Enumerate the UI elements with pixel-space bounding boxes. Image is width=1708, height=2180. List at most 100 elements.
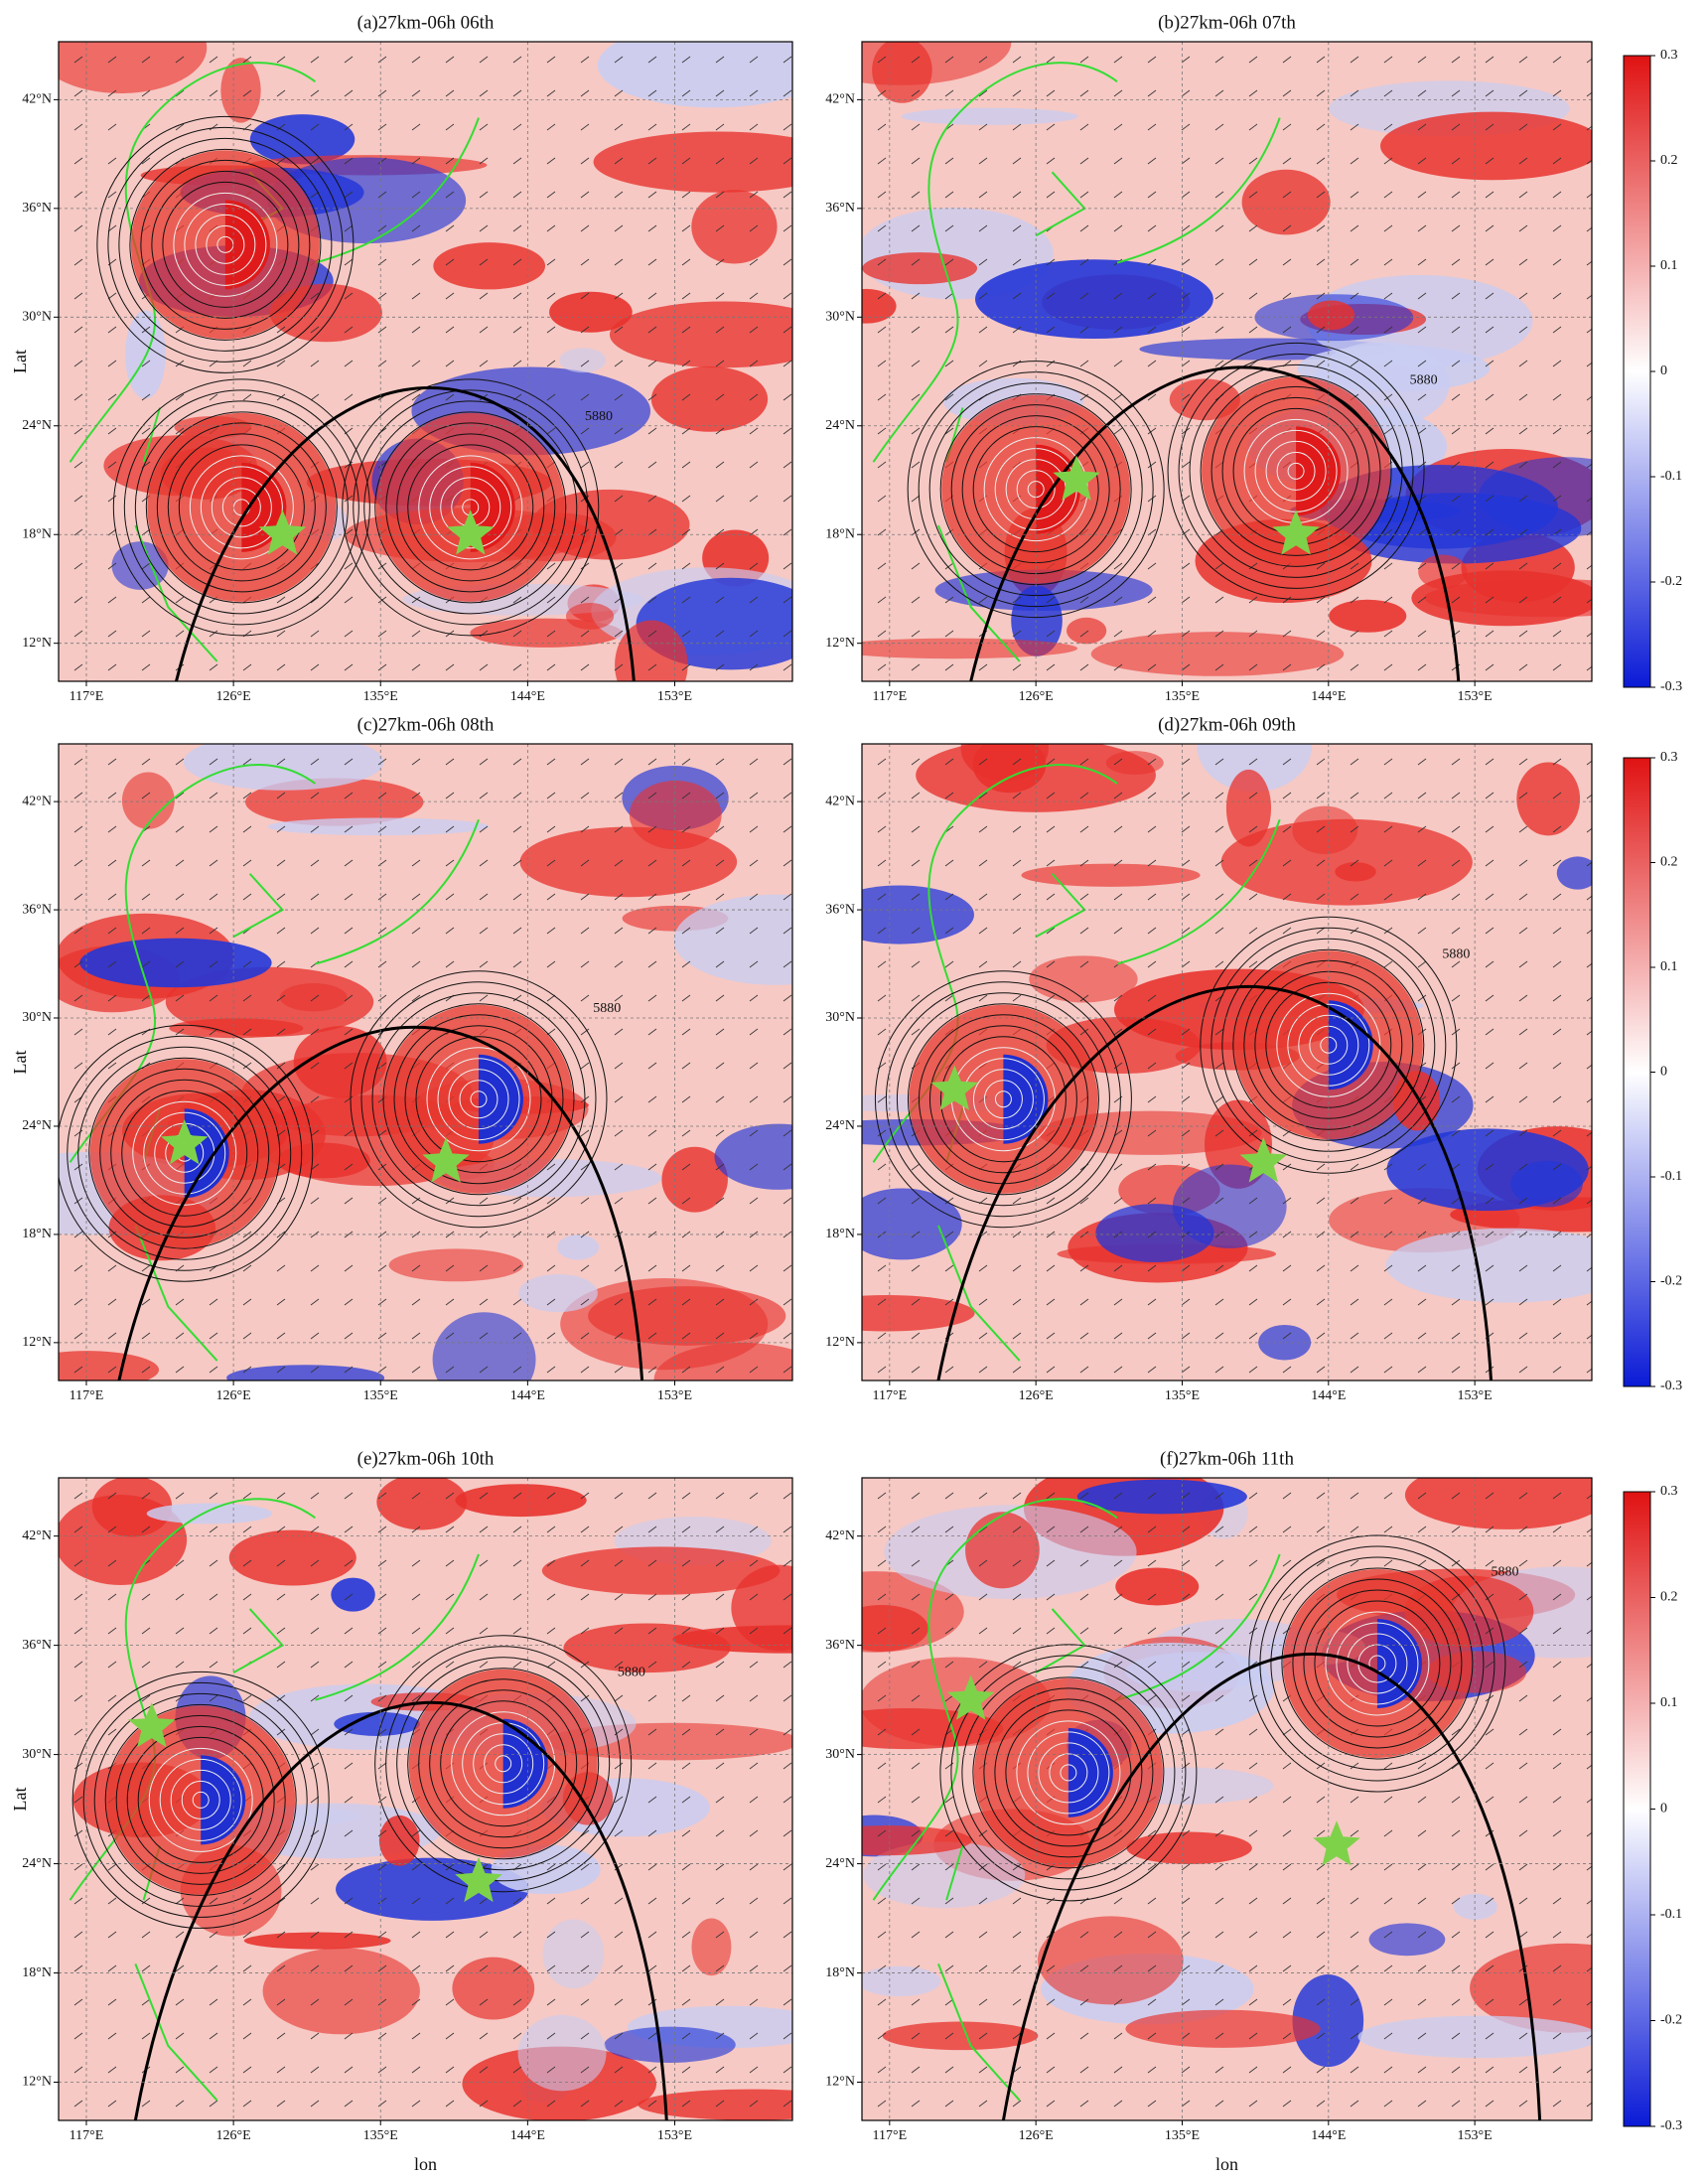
height-contour: [77, 1046, 292, 1260]
height-contour: [473, 1733, 534, 1795]
height-contour: [178, 444, 305, 571]
wind-arrow: [978, 1264, 988, 1272]
wind-arrow: [1586, 1933, 1592, 1939]
wind-arrow: [715, 1264, 725, 1272]
wind-arrow: [1147, 1964, 1157, 1972]
wind-arrow: [580, 191, 590, 199]
wind-arrow: [512, 1931, 522, 1939]
wind-arrow: [1282, 1559, 1292, 1567]
wind-arrow: [614, 326, 624, 334]
wind-arrow: [1350, 1366, 1359, 1374]
field-blob: [334, 1711, 420, 1736]
wind-arrow: [479, 157, 489, 165]
field-blob: [1418, 554, 1468, 590]
field-blob: [593, 131, 792, 193]
field-blob: [862, 252, 978, 285]
wind-arrow: [1282, 1728, 1292, 1736]
wind-arrow: [783, 1627, 792, 1635]
wind-arrow: [512, 1197, 522, 1205]
wind-arrow: [1248, 1897, 1258, 1905]
x-tick-label: 135°E: [1165, 689, 1200, 704]
wind-arrow: [209, 1492, 218, 1500]
colorbar-tick-label: 0: [1660, 1802, 1667, 1817]
wind-arrow: [1012, 1332, 1022, 1340]
wind-arrow: [1046, 1627, 1056, 1635]
wind-arrow: [580, 326, 590, 334]
wind-arrow: [647, 1231, 657, 1238]
height-contour: [126, 1725, 275, 1874]
wind-arrow: [580, 1526, 590, 1533]
wind-arrow: [73, 1897, 83, 1905]
wind-arrow: [546, 792, 556, 799]
wind-arrow: [1518, 1197, 1528, 1205]
wind-arrow: [944, 1964, 954, 1972]
wind-arrow: [783, 825, 792, 833]
wind-arrow: [647, 825, 657, 833]
wind-arrow: [242, 1897, 252, 1905]
wind-arrow: [681, 56, 691, 64]
wind-arrow: [1485, 1863, 1494, 1871]
wind-arrow: [175, 960, 185, 968]
wind-arrow: [1079, 1298, 1089, 1306]
wind-arrow: [445, 960, 455, 968]
wind-arrow: [310, 123, 320, 131]
wind-arrow: [344, 1095, 354, 1103]
field-blob: [565, 603, 615, 630]
wind-arrow: [411, 123, 421, 131]
wind-arrow: [209, 56, 218, 64]
wind-arrow: [344, 1163, 354, 1171]
wind-arrow: [580, 596, 590, 604]
wind-arrow: [1552, 1163, 1562, 1171]
wind-arrow: [614, 258, 624, 266]
wind-arrow: [681, 1095, 691, 1103]
plot-frame: [861, 743, 1593, 1381]
vortex-core: [1296, 426, 1342, 516]
wind-arrow: [276, 596, 286, 604]
field-blob: [1329, 599, 1407, 633]
wind-arrow: [647, 1593, 657, 1601]
wind-arrow: [175, 1593, 185, 1601]
y-axis-label: Lat: [10, 1051, 30, 1075]
height-contour: [385, 1646, 622, 1882]
wind-arrow: [1518, 1332, 1528, 1340]
wind-arrow: [715, 562, 725, 570]
wind-arrow: [1012, 893, 1022, 901]
wind-arrow: [310, 393, 320, 401]
wind-arrow: [1181, 1163, 1191, 1171]
wind-arrow: [715, 1829, 725, 1837]
wind-arrow: [783, 224, 792, 232]
height-contour: [1292, 1578, 1463, 1749]
wind-arrow: [1248, 1526, 1258, 1533]
wind-arrow: [911, 663, 921, 671]
wind-arrow: [1383, 2066, 1393, 2074]
wind-arrow: [479, 123, 489, 131]
wind-arrow: [749, 1931, 759, 1939]
field-blob: [432, 1312, 536, 1381]
wind-arrow: [209, 1897, 218, 1905]
x-tick-label: 153°E: [657, 1388, 692, 1403]
wind-arrow: [209, 1964, 218, 1972]
wind-arrow: [411, 1897, 421, 1905]
wind-arrow: [73, 1197, 83, 1205]
wind-arrow: [715, 1998, 725, 2006]
wind-arrow: [1485, 191, 1494, 199]
wind-arrow: [1451, 2066, 1461, 2074]
wind-arrow: [911, 1762, 921, 1770]
wind-arrow: [377, 758, 387, 766]
wind-arrow: [411, 1694, 421, 1702]
wind-arrow: [1079, 1492, 1089, 1500]
wind-arrow: [580, 360, 590, 367]
wind-arrow: [978, 1593, 988, 1601]
wind-arrow: [479, 1661, 489, 1669]
field-blob: [862, 638, 1078, 659]
wind-arrow: [1181, 663, 1191, 671]
wind-arrow: [445, 927, 455, 935]
vortex-core: [502, 1718, 548, 1809]
wind-arrow: [749, 123, 759, 131]
wind-arrow: [1012, 1264, 1022, 1272]
colorbar-tick-label: 0.2: [1660, 855, 1678, 870]
wind-arrow: [107, 326, 117, 334]
wind-arrow: [344, 1931, 354, 1939]
wind-arrow: [377, 1897, 387, 1905]
wind-arrow: [175, 1931, 185, 1939]
